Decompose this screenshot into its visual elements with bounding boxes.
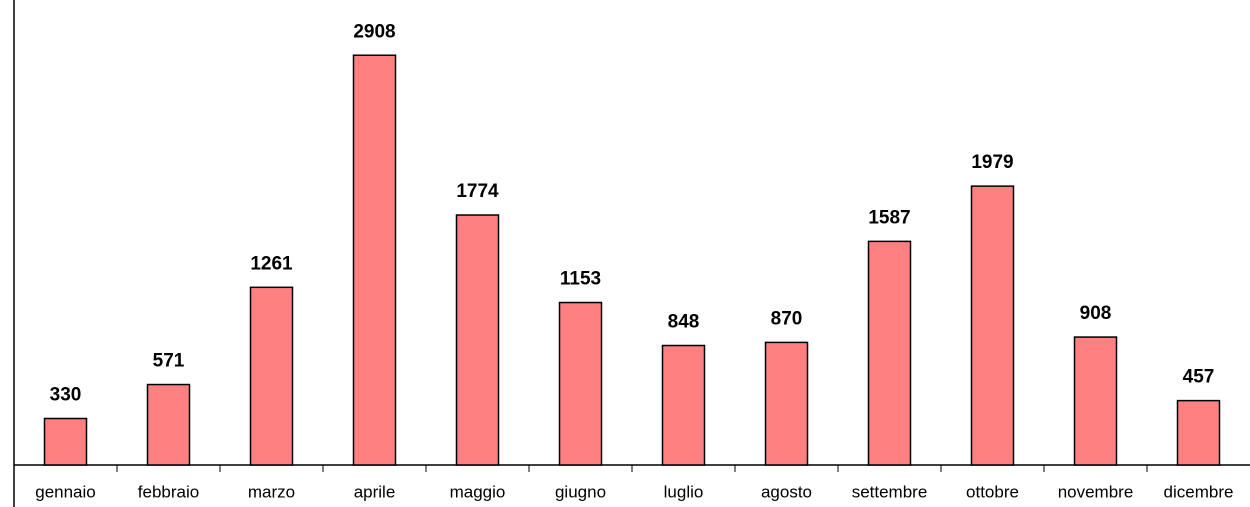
x-tick-label: marzo [248,482,295,501]
bar [455,214,500,466]
data-label: 457 [1183,367,1215,388]
x-tick-label: dicembre [1164,482,1234,501]
bar [146,383,191,466]
bar [867,240,912,466]
bar [43,417,88,466]
data-label: 848 [668,312,700,333]
data-label: 870 [771,308,803,329]
x-tick-label: febbraio [138,482,199,501]
x-tick-label: luglio [664,482,704,501]
x-tick-label: gennaio [35,482,96,501]
data-label: 2908 [353,21,395,42]
x-tick-label: settembre [852,482,928,501]
data-label: 908 [1080,303,1112,324]
bar [661,344,706,466]
bar [352,54,397,466]
bar [558,301,603,466]
data-label: 1153 [560,269,601,290]
data-label: 1774 [456,181,499,202]
data-label: 1587 [868,207,910,228]
bar [1073,336,1118,466]
bar [764,341,809,466]
x-tick-label: ottobre [966,482,1019,501]
bar [970,185,1015,466]
x-tick-label: aprile [354,482,396,501]
data-label: 1979 [971,152,1013,173]
bar [249,286,294,466]
data-label: 1261 [250,253,293,274]
data-label: 330 [50,385,82,406]
x-tick-label: agosto [761,482,812,501]
data-label: 571 [153,351,185,372]
x-tick-label: novembre [1058,482,1134,501]
bar [1176,399,1221,466]
x-tick-label: maggio [450,482,506,501]
x-tick-label: giugno [555,482,606,501]
